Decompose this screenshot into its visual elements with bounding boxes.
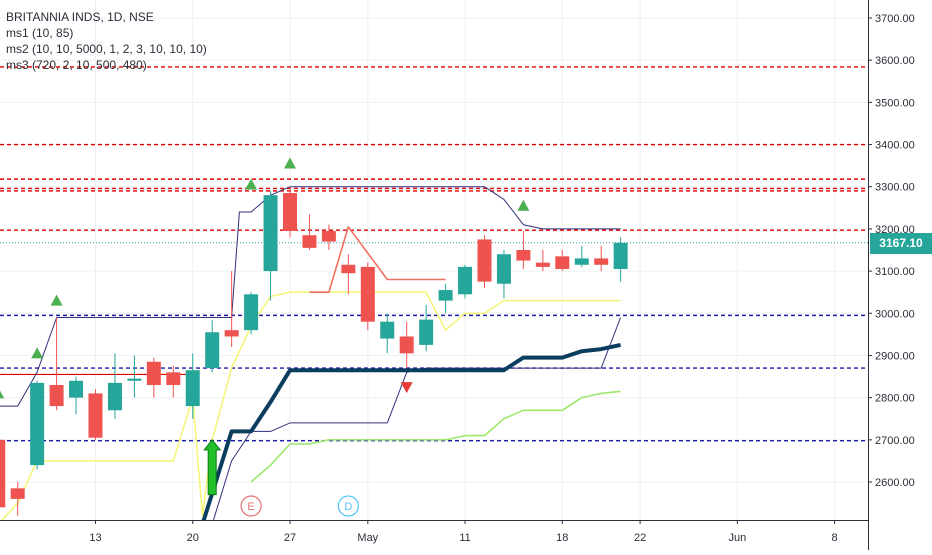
price-tick-label: 2800.00 [875, 393, 915, 405]
time-tick-label: Jun [728, 532, 746, 544]
candle-up [107, 382, 122, 411]
event-badge-circle [337, 495, 359, 517]
price-tick-label: 2900.00 [875, 350, 915, 362]
price-tick-label: 3400.00 [875, 140, 915, 152]
candle-down [146, 361, 161, 385]
lightgreen-indicator-line [250, 390, 621, 483]
salmon-indicator-line [309, 226, 446, 294]
price-tick-label: 3600.00 [875, 55, 915, 67]
symbol-title: BRITANNIA INDS, 1D, NSE [6, 10, 154, 24]
candle-down [302, 235, 317, 248]
price-tick-label: 3100.00 [875, 266, 915, 278]
candle-up [613, 242, 628, 269]
candle-down [535, 262, 550, 267]
candle-up [380, 321, 395, 339]
buy-signal-marker [517, 199, 530, 211]
candle-down [399, 336, 414, 354]
buy-signal-marker [31, 347, 44, 359]
time-tick-label: 18 [556, 532, 568, 544]
navy-indicator-line [0, 186, 621, 407]
time-tick-label: 27 [284, 532, 296, 544]
price-axis-bg [868, 0, 932, 550]
time-tick-label: 11 [459, 532, 470, 544]
candle-up [30, 382, 45, 466]
navy-low-indicator-line [212, 317, 622, 520]
price-tick-label: 3000.00 [875, 308, 915, 320]
price-tick-label: 3500.00 [875, 97, 915, 109]
candle-up [244, 294, 259, 331]
candle-down [224, 330, 239, 337]
candle-down [166, 372, 181, 385]
grid [0, 0, 868, 520]
sell-signal-marker [400, 382, 413, 394]
indicator-ms3[interactable]: ms3 (720, 2, 10, 500, 480) [6, 58, 147, 72]
candle-down [477, 239, 492, 282]
time-tick-label: May [357, 532, 378, 544]
event-badge-label: D [344, 501, 352, 513]
time-tick-label: 22 [634, 532, 646, 544]
candles [0, 186, 628, 516]
buy-signal-marker [245, 178, 258, 190]
price-tick-label: 3200.00 [875, 224, 915, 236]
price-tick-label: 2600.00 [875, 477, 915, 489]
indicator-ms1[interactable]: ms1 (10, 85) [6, 26, 74, 40]
candle-up [127, 378, 142, 381]
buy-signal-marker [50, 294, 63, 306]
candle-up [419, 319, 434, 345]
candle-up [458, 266, 473, 295]
candle-up [263, 195, 278, 272]
candle-up [496, 254, 511, 284]
event-badge-label: E [247, 501, 254, 513]
price-tick-label: 3300.00 [875, 182, 915, 194]
horizontal-levels [0, 66, 868, 442]
candle-up [185, 370, 200, 407]
buy-signal-marker [0, 390, 5, 399]
buy-signal-marker [284, 157, 296, 169]
candle-down [516, 250, 531, 261]
indicator-ms2[interactable]: ms2 (10, 10, 5000, 1, 2, 3, 10, 10, 10) [6, 42, 207, 56]
candle-down [341, 264, 356, 274]
price-tick-label: 3700.00 [875, 13, 915, 25]
candle-up [574, 258, 589, 265]
candle-down [594, 258, 609, 265]
candle-up [438, 290, 453, 301]
candle-up [69, 380, 84, 398]
time-axis-bg [0, 520, 868, 550]
time-tick-label: 13 [89, 532, 101, 544]
price-tick-label: 2700.00 [875, 435, 915, 447]
candle-up [205, 332, 220, 369]
last-price-tag: 3167.10 [870, 233, 932, 254]
candle-down [88, 393, 103, 438]
candle-down [10, 488, 25, 499]
candle-down [555, 256, 570, 269]
event-badge-circle [240, 495, 262, 517]
candle-down [0, 439, 6, 508]
indicator-lines [0, 186, 622, 520]
event-badge[interactable]: D [337, 495, 359, 517]
candle-down [360, 266, 375, 322]
time-tick-label: 8 [832, 532, 838, 544]
candle-down [321, 231, 336, 242]
big-buy-arrow [203, 439, 222, 496]
thick-indicator-line [201, 342, 622, 520]
yellow-indicator-line [0, 291, 621, 520]
candle-down [49, 384, 64, 407]
candle-down [283, 193, 297, 232]
time-tick-label: 20 [187, 532, 199, 544]
event-badge[interactable]: E [240, 495, 262, 517]
chart-legend: BRITANNIA INDS, 1D, NSE ms1 (10, 85) ms2… [6, 9, 207, 73]
